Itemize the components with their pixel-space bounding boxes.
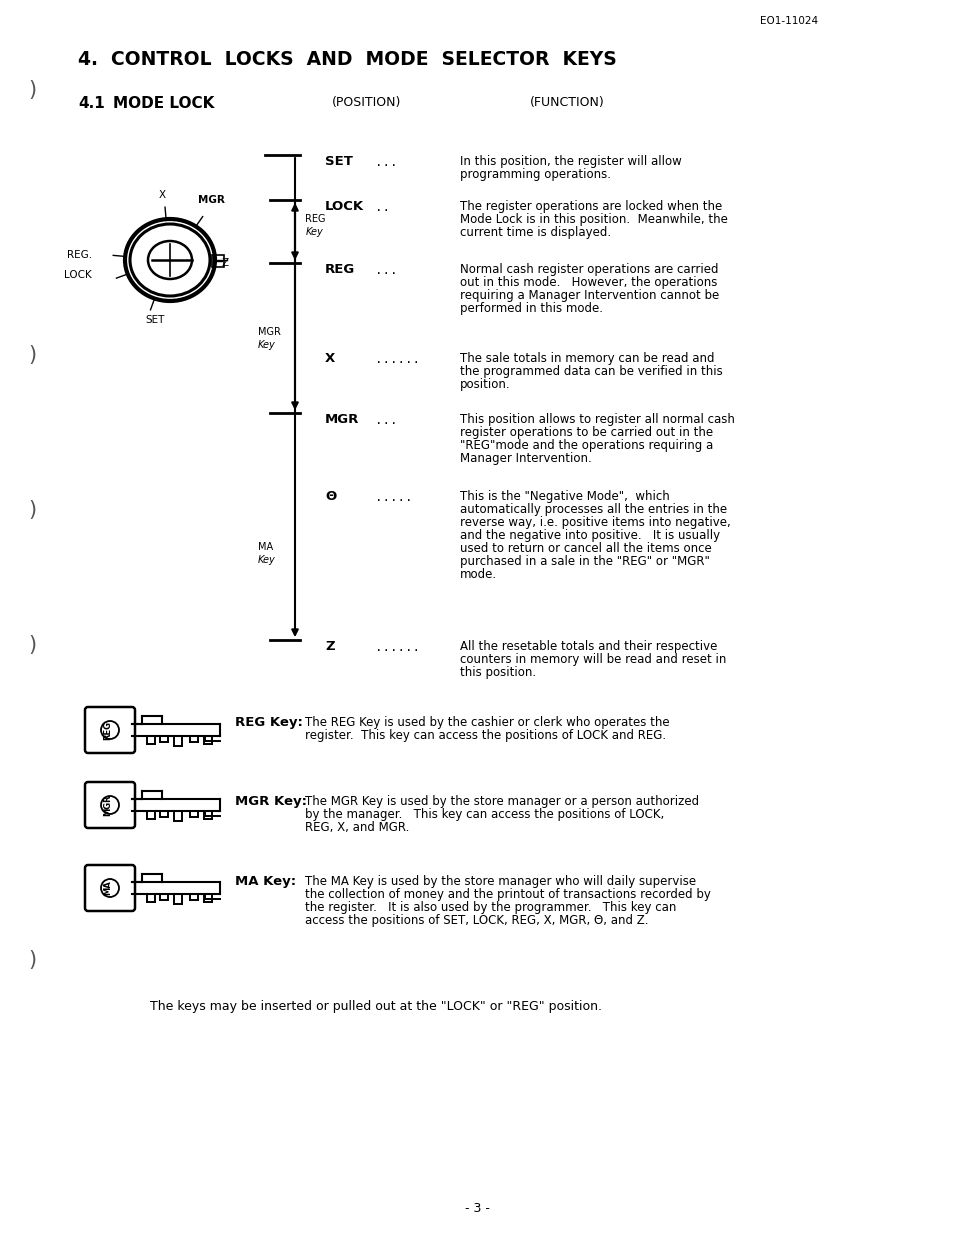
Text: the register.   It is also used by the programmer.   This key can: the register. It is also used by the pro… (305, 901, 676, 915)
Text: The MA Key is used by the store manager who will daily supervise: The MA Key is used by the store manager … (305, 875, 696, 889)
Text: X: X (158, 190, 166, 200)
Text: MGR: MGR (103, 794, 112, 815)
Text: MGR: MGR (325, 413, 359, 426)
Text: This position allows to register all normal cash: This position allows to register all nor… (459, 413, 734, 426)
Text: performed in this mode.: performed in this mode. (459, 302, 602, 315)
Text: requiring a Manager Intervention cannot be: requiring a Manager Intervention cannot … (459, 289, 719, 302)
Text: register operations to be carried out in the: register operations to be carried out in… (459, 426, 713, 439)
Text: .....: ..... (375, 491, 412, 504)
Text: the programmed data can be verified in this: the programmed data can be verified in t… (459, 365, 722, 379)
Text: Z: Z (325, 640, 335, 653)
Text: (POSITION): (POSITION) (332, 96, 401, 109)
Text: register.  This key can access the positions of LOCK and REG.: register. This key can access the positi… (305, 728, 665, 742)
Text: ): ) (28, 500, 36, 520)
Text: MODE LOCK: MODE LOCK (112, 96, 214, 110)
Text: ...: ... (375, 264, 397, 277)
Text: this position.: this position. (459, 666, 536, 679)
Bar (212, 254, 224, 267)
Text: position.: position. (459, 379, 510, 391)
Text: The keys may be inserted or pulled out at the "LOCK" or "REG" position.: The keys may be inserted or pulled out a… (150, 1000, 601, 1013)
Text: (FUNCTION): (FUNCTION) (530, 96, 604, 109)
Text: reverse way, i.e. positive items into negative,: reverse way, i.e. positive items into ne… (459, 516, 730, 529)
Text: mode.: mode. (459, 568, 497, 581)
Text: LOCK: LOCK (325, 200, 364, 213)
Text: Z: Z (222, 258, 229, 268)
Text: automatically processes all the entries in the: automatically processes all the entries … (459, 503, 726, 516)
Text: current time is displayed.: current time is displayed. (459, 226, 611, 240)
Text: ): ) (28, 951, 36, 970)
Text: The register operations are locked when the: The register operations are locked when … (459, 200, 721, 213)
Text: REG: REG (304, 213, 325, 223)
Text: Key: Key (306, 227, 323, 237)
Text: The REG Key is used by the cashier or clerk who operates the: The REG Key is used by the cashier or cl… (305, 716, 669, 728)
Text: MGR: MGR (257, 326, 280, 338)
Text: 4.  CONTROL  LOCKS  AND  MODE  SELECTOR  KEYS: 4. CONTROL LOCKS AND MODE SELECTOR KEYS (78, 50, 616, 69)
Text: Normal cash register operations are carried: Normal cash register operations are carr… (459, 263, 718, 276)
Text: and the negative into positive.   It is usually: and the negative into positive. It is us… (459, 529, 720, 542)
Text: MA Key:: MA Key: (234, 875, 295, 889)
Text: access the positions of SET, LOCK, REG, X, MGR, Θ, and Z.: access the positions of SET, LOCK, REG, … (305, 915, 648, 927)
Text: X: X (325, 352, 335, 365)
Text: ): ) (28, 79, 36, 101)
Text: out in this mode.   However, the operations: out in this mode. However, the operation… (459, 276, 717, 289)
Text: All the resetable totals and their respective: All the resetable totals and their respe… (459, 640, 717, 653)
Text: EO1-11024: EO1-11024 (760, 16, 818, 26)
Text: ..: .. (375, 201, 390, 213)
Text: MGR Key:: MGR Key: (234, 795, 307, 808)
Text: SET: SET (145, 315, 165, 325)
Text: the collection of money and the printout of transactions recorded by: the collection of money and the printout… (305, 889, 710, 901)
Text: REG, X, and MGR.: REG, X, and MGR. (305, 822, 409, 834)
Text: - 3 -: - 3 - (464, 1203, 489, 1215)
Text: REG: REG (325, 263, 355, 276)
Text: "REG"mode and the operations requiring a: "REG"mode and the operations requiring a (459, 439, 713, 452)
Text: This is the "Negative Mode",  which: This is the "Negative Mode", which (459, 490, 669, 503)
Text: MGR: MGR (198, 195, 225, 205)
Text: Θ: Θ (325, 490, 335, 503)
Text: ...: ... (375, 156, 397, 169)
Text: REG Key:: REG Key: (234, 716, 302, 728)
Text: by the manager.   This key can access the positions of LOCK,: by the manager. This key can access the … (305, 808, 663, 822)
Text: ...: ... (375, 414, 397, 427)
Text: Key: Key (257, 555, 275, 565)
Text: REG: REG (103, 721, 112, 740)
Text: ): ) (28, 345, 36, 365)
Text: Key: Key (257, 340, 275, 350)
Text: The MGR Key is used by the store manager or a person authorized: The MGR Key is used by the store manager… (305, 795, 699, 808)
Text: used to return or cancel all the items once: used to return or cancel all the items o… (459, 542, 711, 555)
Text: ......: ...... (375, 352, 419, 366)
Text: MA: MA (257, 542, 273, 552)
Text: MA: MA (103, 881, 112, 895)
Text: purchased in a sale in the "REG" or "MGR": purchased in a sale in the "REG" or "MGR… (459, 555, 709, 568)
Text: ......: ...... (375, 642, 419, 654)
Text: In this position, the register will allow: In this position, the register will allo… (459, 155, 681, 168)
Text: REG.: REG. (67, 249, 91, 261)
Text: SET: SET (325, 155, 353, 168)
Text: The sale totals in memory can be read and: The sale totals in memory can be read an… (459, 352, 714, 365)
Text: Manager Intervention.: Manager Intervention. (459, 452, 591, 465)
Text: ): ) (28, 635, 36, 655)
Text: programming operations.: programming operations. (459, 168, 610, 181)
Text: LOCK: LOCK (64, 271, 91, 280)
Text: counters in memory will be read and reset in: counters in memory will be read and rese… (459, 653, 725, 666)
Text: 4.1: 4.1 (78, 96, 105, 110)
Text: Mode Lock is in this position.  Meanwhile, the: Mode Lock is in this position. Meanwhile… (459, 213, 727, 226)
